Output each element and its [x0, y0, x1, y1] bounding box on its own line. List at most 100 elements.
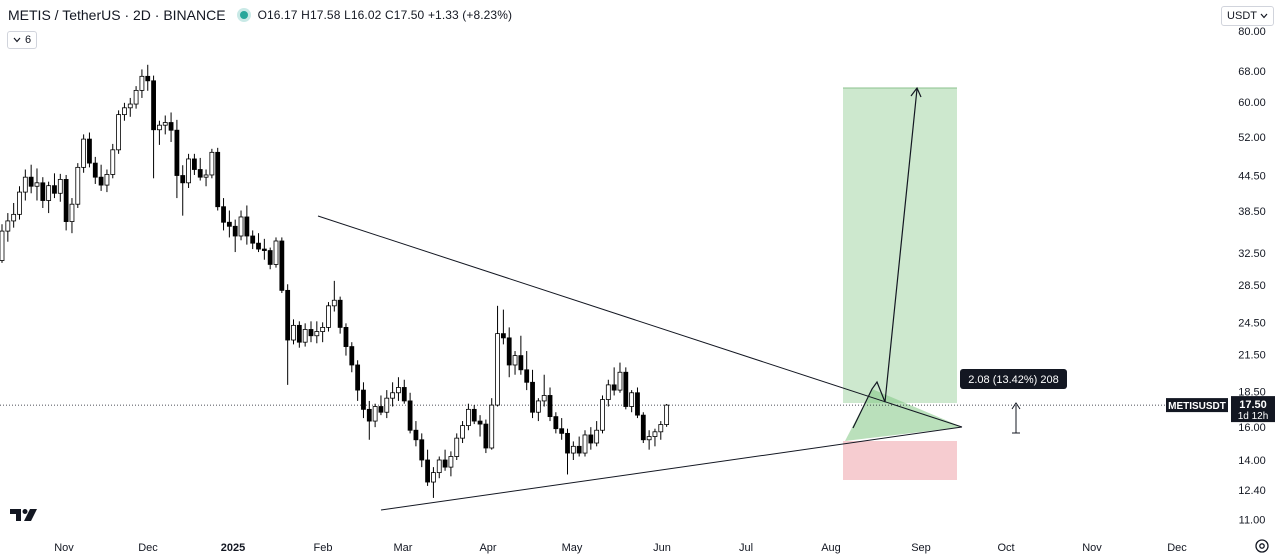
- candle-body: [559, 428, 565, 434]
- projection-path: [852, 88, 918, 429]
- candle-body: [565, 432, 570, 454]
- price-axis-label: 14.00: [1238, 455, 1266, 467]
- candle-body: [261, 248, 267, 251]
- candle-body: [221, 206, 226, 223]
- candle-body: [226, 221, 232, 227]
- candle-body: [145, 75, 151, 82]
- settings-gear-icon[interactable]: [1254, 538, 1270, 554]
- candle-body: [372, 406, 378, 422]
- candle-body: [291, 324, 296, 341]
- candle-body: [471, 408, 477, 422]
- candles-group: [0, 64, 670, 498]
- candle-body: [605, 384, 611, 400]
- candle-body: [553, 416, 559, 430]
- candle-body: [541, 395, 547, 402]
- currency-select-button[interactable]: USDT: [1221, 6, 1274, 26]
- bar-countdown-text: 1d 12h: [1238, 411, 1269, 422]
- candle-body: [157, 124, 162, 131]
- candle-body: [81, 138, 87, 168]
- axes-group: 80.00 68.00 60.00 52.00 44.50 38.50 32.50 28.50…: [54, 26, 1275, 554]
- candle-body: [582, 434, 588, 454]
- candle-body: [635, 392, 640, 416]
- ohlc-open: O16.17: [257, 8, 298, 22]
- candle-body: [110, 149, 116, 175]
- candle-body: [279, 240, 285, 291]
- candle-body: [530, 381, 535, 413]
- candle-body: [454, 437, 460, 457]
- tradingview-logo-icon[interactable]: [10, 506, 42, 524]
- candle-body: [448, 456, 454, 468]
- candle-body: [518, 355, 524, 371]
- time-axis-label: Feb: [314, 542, 333, 554]
- candle-body: [337, 299, 343, 328]
- candle-body: [652, 431, 658, 437]
- candle-body: [664, 404, 670, 425]
- candle-body: [401, 387, 407, 402]
- candle-body: [477, 420, 483, 425]
- candle-body: [256, 242, 261, 250]
- time-axis-label: Aug: [821, 542, 841, 554]
- candle-body: [40, 182, 46, 201]
- candle-body: [296, 324, 302, 343]
- candle-body: [355, 364, 361, 391]
- indicators-toggle-button[interactable]: 6: [7, 31, 38, 49]
- candle-body: [600, 399, 605, 431]
- candle-body: [285, 289, 291, 341]
- candle-body: [162, 122, 168, 126]
- time-axis-label: Oct: [997, 542, 1014, 554]
- candle-body: [489, 404, 495, 449]
- candle-body: [611, 384, 617, 391]
- candle-body: [174, 129, 180, 176]
- indicator-count: 6: [25, 34, 32, 46]
- candle-body: [0, 230, 5, 261]
- candle-body: [576, 445, 582, 454]
- candle-body: [425, 459, 430, 483]
- candle-body: [92, 162, 98, 178]
- stop-loss-zone: [843, 441, 957, 480]
- time-axis-label: Sep: [911, 542, 931, 554]
- symbol-badge: [1166, 398, 1228, 413]
- candle-body: [133, 89, 139, 105]
- candle-body: [483, 423, 489, 449]
- symbol-header[interactable]: METIS / TetherUS · 2D · BINANCE O16.17 H…: [8, 7, 512, 23]
- price-axis-label: 38.50: [1238, 206, 1266, 218]
- candle-body: [407, 400, 413, 431]
- candle-body: [191, 158, 197, 170]
- candle-body: [215, 151, 221, 208]
- candle-body: [273, 240, 279, 265]
- chevron-down-icon: [1260, 13, 1268, 19]
- candle-body: [186, 158, 191, 184]
- price-axis-label: 18.50: [1238, 386, 1266, 398]
- candle-body: [267, 250, 273, 265]
- candle-body: [139, 75, 145, 91]
- candle-body: [617, 371, 623, 391]
- current-price-text: 17.50: [1239, 399, 1267, 411]
- candle-body: [512, 355, 518, 366]
- candle-body: [588, 434, 594, 444]
- price-axis-label: 24.50: [1238, 317, 1266, 329]
- candle-body: [442, 459, 448, 468]
- candle-body: [524, 369, 530, 383]
- measure-arrow-head: [1011, 402, 1021, 410]
- candle-body: [244, 216, 250, 237]
- candle-body: [343, 327, 349, 347]
- time-axis-label: Nov: [54, 542, 74, 554]
- ohlc-low: L16.02: [344, 8, 382, 22]
- candle-body: [5, 220, 11, 232]
- price-axis-label: 12.40: [1238, 485, 1266, 497]
- candle-body: [326, 305, 331, 328]
- candle-body: [629, 392, 635, 407]
- chevron-down-icon: [13, 37, 21, 43]
- candle-body: [646, 436, 652, 441]
- upper-trendline: [317, 215, 963, 428]
- symbol-title[interactable]: METIS / TetherUS · 2D · BINANCE: [8, 7, 226, 23]
- price-axis-label: 68.00: [1238, 66, 1266, 78]
- candle-body: [378, 406, 384, 413]
- candle-body: [506, 337, 512, 366]
- candle-body: [11, 213, 17, 222]
- current-price-badge: [1231, 396, 1275, 423]
- candle-body: [22, 176, 28, 193]
- time-axis-label: Dec: [138, 542, 158, 554]
- projection-arrowhead: [910, 86, 922, 98]
